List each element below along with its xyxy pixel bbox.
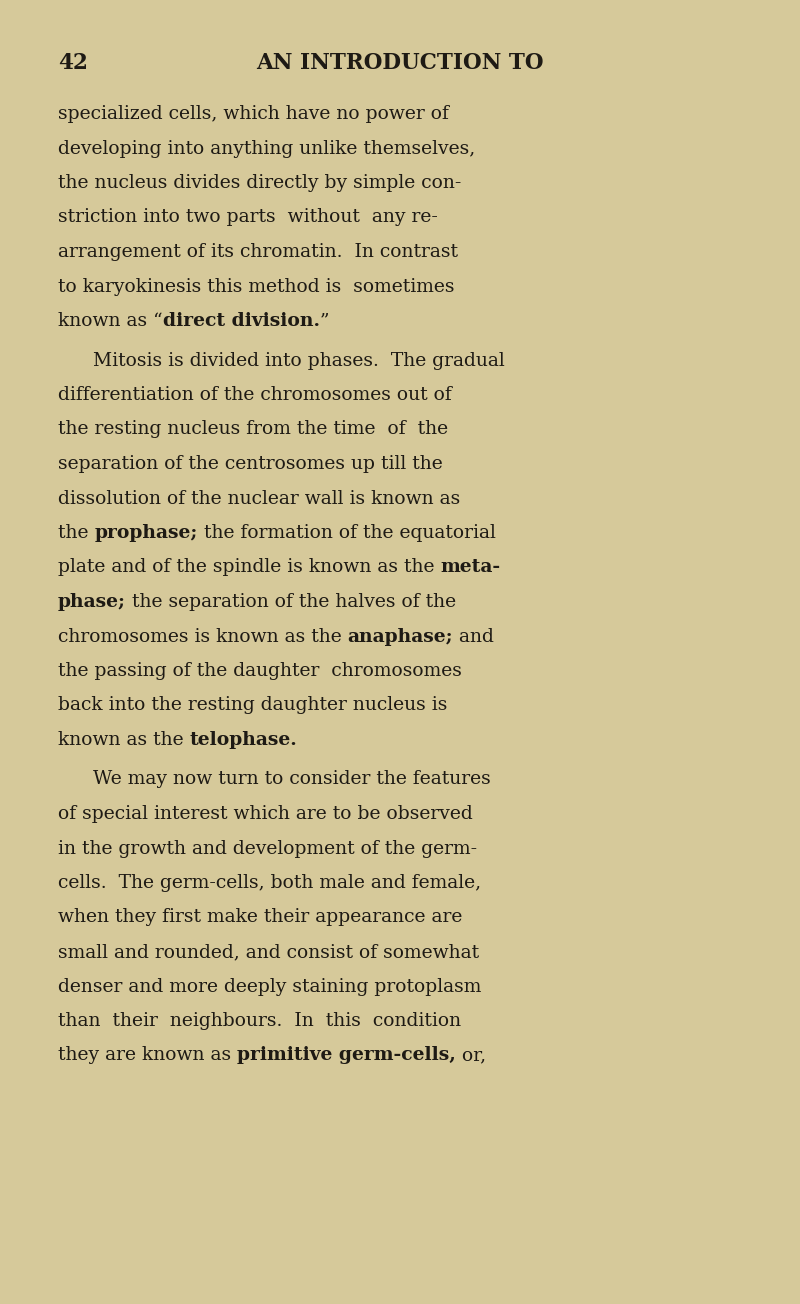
- Text: prophase;: prophase;: [94, 524, 198, 542]
- Text: plate and of the spindle is known as the: plate and of the spindle is known as the: [58, 558, 441, 576]
- Text: chromosomes is known as the: chromosomes is known as the: [58, 627, 348, 645]
- Text: Mitosis is divided into phases.  The gradual: Mitosis is divided into phases. The grad…: [93, 352, 505, 369]
- Text: or,: or,: [456, 1047, 486, 1064]
- Text: direct division.: direct division.: [162, 312, 320, 330]
- Text: to karyokinesis this method is  sometimes: to karyokinesis this method is sometimes: [58, 278, 454, 296]
- Text: they are known as: they are known as: [58, 1047, 237, 1064]
- Text: ”: ”: [320, 312, 329, 330]
- Text: arrangement of its chromatin.  In contrast: arrangement of its chromatin. In contras…: [58, 243, 458, 261]
- Text: phase;: phase;: [58, 593, 126, 612]
- Text: telophase.: telophase.: [190, 732, 298, 748]
- Text: in the growth and development of the germ-: in the growth and development of the ger…: [58, 840, 477, 858]
- Text: known as “: known as “: [58, 312, 162, 330]
- Text: the separation of the halves of the: the separation of the halves of the: [126, 593, 456, 612]
- Text: the: the: [58, 524, 94, 542]
- Text: when they first make their appearance are: when they first make their appearance ar…: [58, 909, 462, 927]
- Text: cells.  The germ-cells, both male and female,: cells. The germ-cells, both male and fem…: [58, 874, 481, 892]
- Text: known as the: known as the: [58, 732, 190, 748]
- Text: the nucleus divides directly by simple con-: the nucleus divides directly by simple c…: [58, 173, 462, 192]
- Text: and: and: [454, 627, 494, 645]
- Text: striction into two parts  without  any re-: striction into two parts without any re-: [58, 209, 438, 227]
- Text: primitive germ-cells,: primitive germ-cells,: [237, 1047, 456, 1064]
- Text: dissolution of the nuclear wall is known as: dissolution of the nuclear wall is known…: [58, 489, 460, 507]
- Text: the passing of the daughter  chromosomes: the passing of the daughter chromosomes: [58, 662, 462, 679]
- Text: the formation of the equatorial: the formation of the equatorial: [198, 524, 496, 542]
- Text: of special interest which are to be observed: of special interest which are to be obse…: [58, 805, 473, 823]
- Text: separation of the centrosomes up till the: separation of the centrosomes up till th…: [58, 455, 442, 473]
- Text: the resting nucleus from the time  of  the: the resting nucleus from the time of the: [58, 420, 448, 438]
- Text: differentiation of the chromosomes out of: differentiation of the chromosomes out o…: [58, 386, 452, 404]
- Text: specialized cells, which have no power of: specialized cells, which have no power o…: [58, 106, 449, 123]
- Text: developing into anything unlike themselves,: developing into anything unlike themselv…: [58, 140, 475, 158]
- Text: AN INTRODUCTION TO: AN INTRODUCTION TO: [256, 52, 544, 74]
- Text: back into the resting daughter nucleus is: back into the resting daughter nucleus i…: [58, 696, 447, 715]
- Text: We may now turn to consider the features: We may now turn to consider the features: [93, 771, 490, 789]
- Text: than  their  neighbours.  In  this  condition: than their neighbours. In this condition: [58, 1012, 461, 1030]
- Text: small and rounded, and consist of somewhat: small and rounded, and consist of somewh…: [58, 943, 479, 961]
- Text: 42: 42: [58, 52, 88, 74]
- Text: anaphase;: anaphase;: [348, 627, 454, 645]
- Text: denser and more deeply staining protoplasm: denser and more deeply staining protopla…: [58, 978, 482, 995]
- Text: meta-: meta-: [441, 558, 501, 576]
